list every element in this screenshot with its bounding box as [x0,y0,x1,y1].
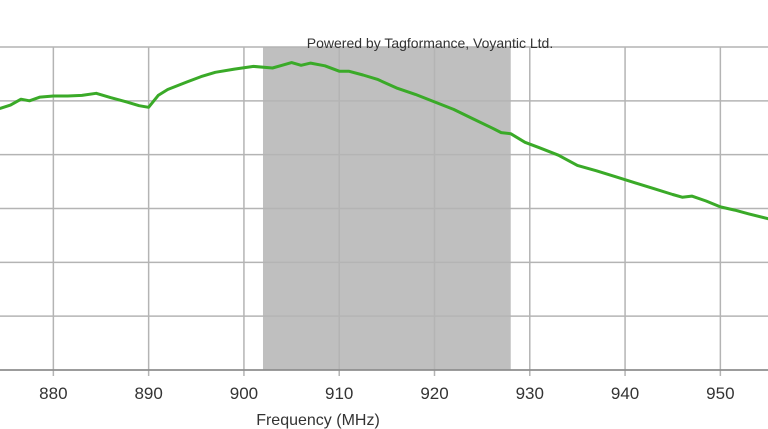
x-tick-label: 890 [134,384,162,403]
x-tick-label: 950 [706,384,734,403]
series-line [0,61,768,221]
x-tick-label: 920 [420,384,448,403]
x-axis-title: Frequency (MHz) [256,412,380,429]
vertical-gridlines [52,47,722,376]
x-tick-label: 880 [39,384,67,403]
watermark-text: Powered by Tagformance, Voyantic Ltd. [307,35,553,51]
x-tick-label: 930 [516,384,544,403]
x-tick-label: 940 [611,384,639,403]
x-tick-label: 910 [325,384,353,403]
x-tick-labels: 880 890 900 910 920 930 940 950 [39,384,734,403]
x-tick-label: 900 [230,384,258,403]
